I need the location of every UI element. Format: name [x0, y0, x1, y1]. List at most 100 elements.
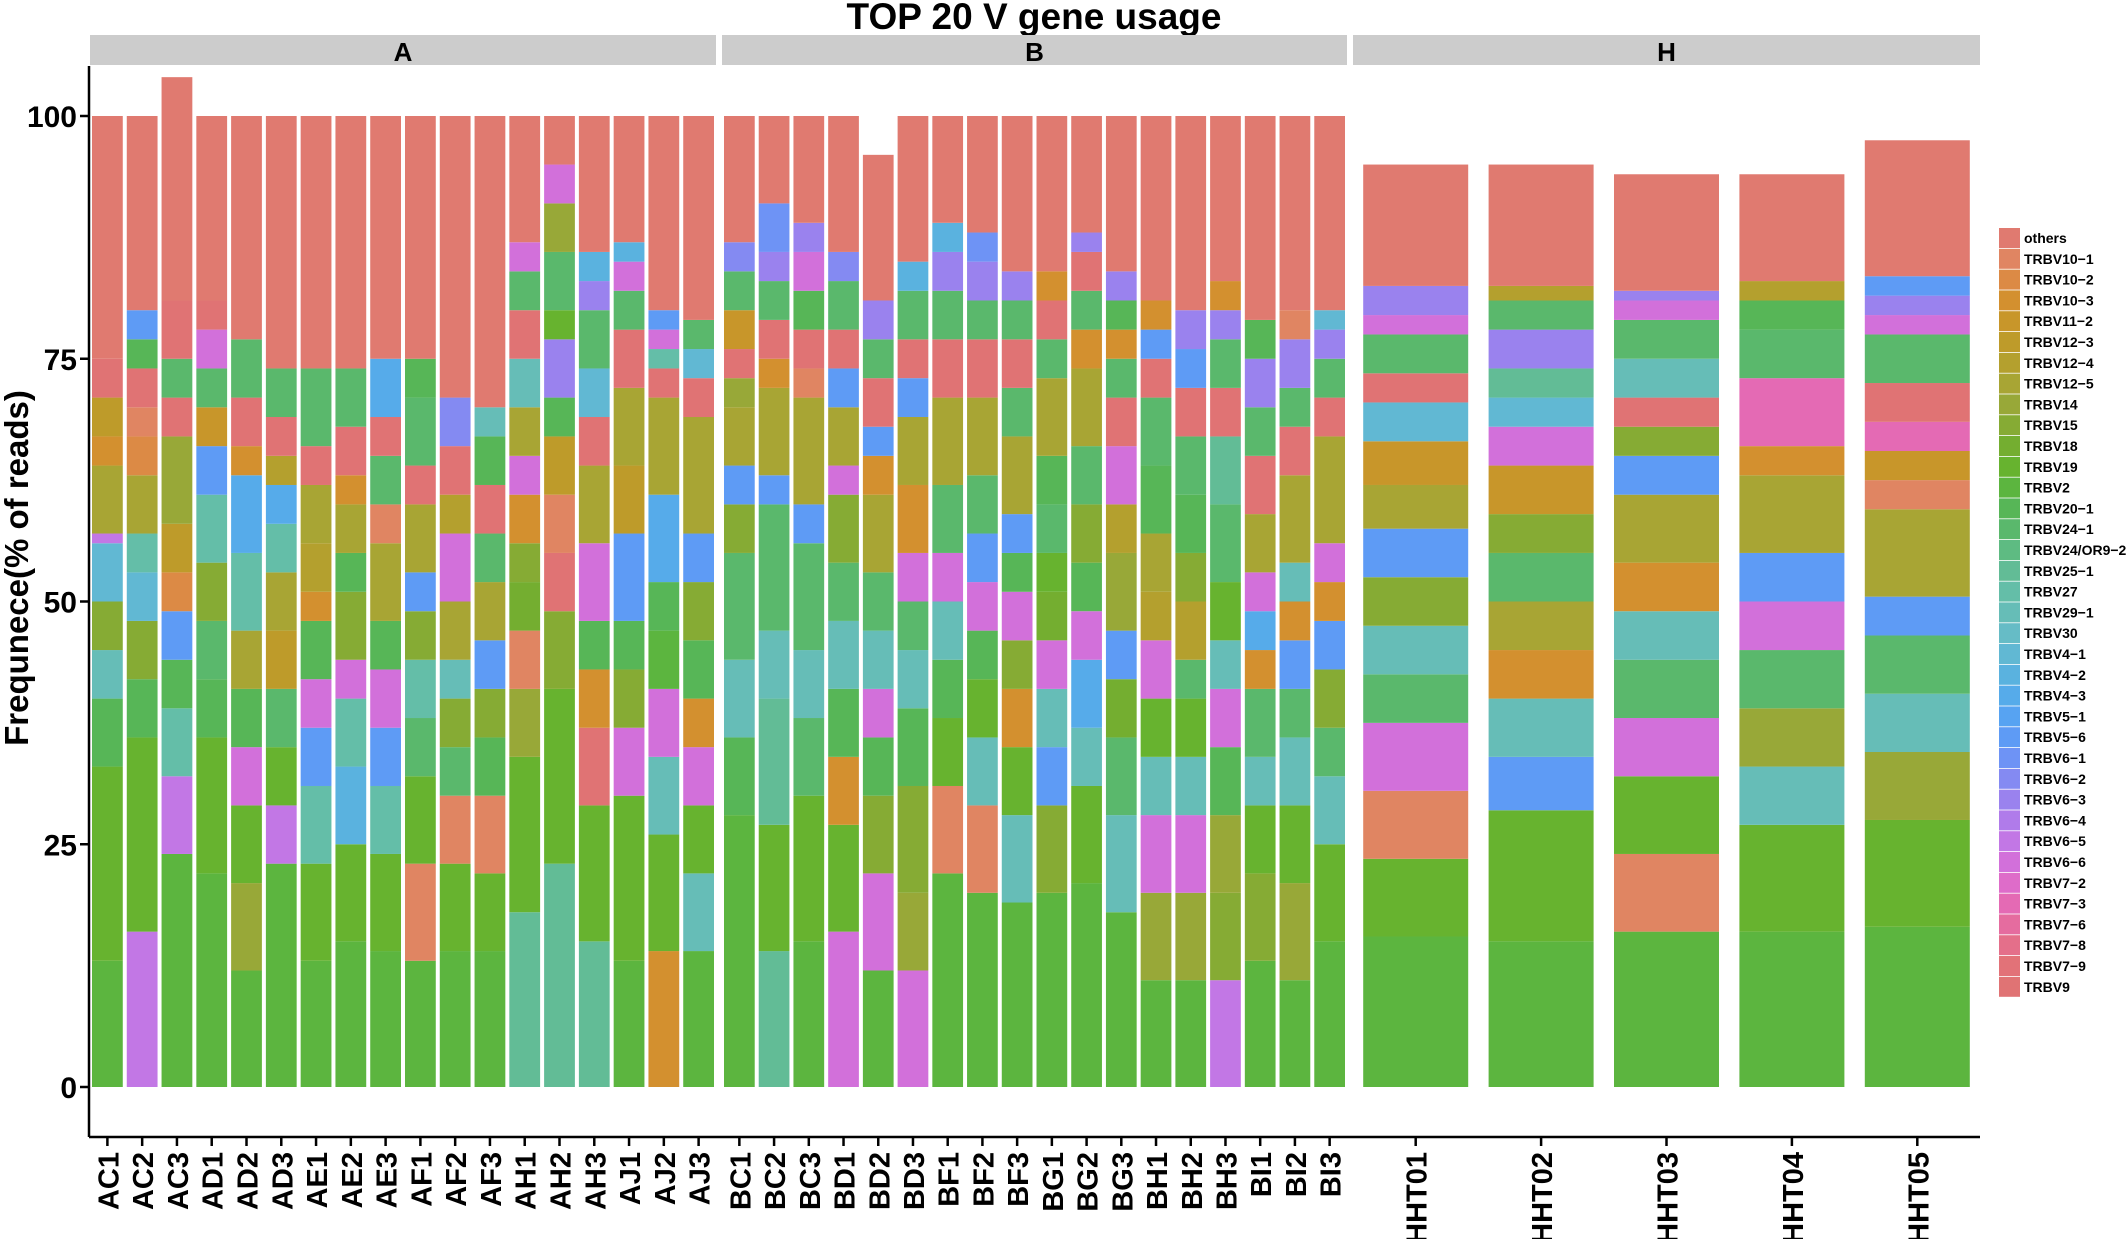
bar-segment	[474, 737, 506, 796]
bar-AC3	[161, 77, 193, 1087]
bar-segment	[648, 834, 680, 952]
bar-segment	[1279, 980, 1311, 1087]
bar-segment	[300, 960, 332, 1087]
bar-segment	[265, 688, 297, 748]
bar-HHT04	[1739, 174, 1845, 1087]
legend-item: TRBV4−3	[1999, 685, 2086, 706]
bar-segment	[1244, 407, 1276, 456]
bar-BG2	[1071, 116, 1102, 1087]
legend-swatch	[1999, 872, 2020, 893]
bar-HHT01	[1363, 164, 1469, 1087]
bar-segment	[335, 698, 367, 767]
bar-segment	[126, 339, 158, 369]
bar-segment	[1614, 718, 1719, 777]
bar-segment	[758, 358, 790, 388]
bar-segment	[92, 650, 123, 699]
bar-segment	[613, 533, 645, 621]
legend-swatch	[1999, 727, 2020, 748]
bar-segment	[1363, 528, 1469, 578]
bar-segment	[1739, 174, 1845, 282]
bar-segment	[648, 756, 680, 835]
x-tick-label: HHT03	[1653, 1152, 1685, 1239]
bar-segment	[1279, 475, 1311, 563]
bar-segment	[932, 601, 964, 660]
bar-segment	[439, 601, 471, 660]
bar-segment	[1739, 824, 1845, 932]
legend-swatch	[1999, 685, 2020, 706]
legend-item: TRBV10−2	[1999, 269, 2094, 290]
bar-segment	[1864, 693, 1970, 753]
bar-segment	[1864, 752, 1970, 820]
bar-segment	[474, 795, 506, 874]
bar-segment	[1279, 562, 1311, 602]
bar-segment	[897, 552, 929, 602]
bar-segment	[1363, 484, 1469, 529]
bar-BC1	[724, 116, 755, 1087]
bar-segment	[92, 116, 123, 359]
bar-segment	[161, 523, 193, 573]
bar-segment	[1614, 319, 1719, 359]
bar-AH1	[509, 116, 541, 1087]
bar-BF1	[932, 116, 964, 1087]
legend-item: TRBV30	[1999, 623, 2078, 644]
bar-AF3	[474, 116, 506, 1087]
bar-segment	[1314, 329, 1345, 359]
x-tick-label: AC2	[128, 1152, 160, 1210]
bar-segment	[1363, 577, 1469, 626]
bar-segment	[544, 164, 575, 204]
bar-BH1	[1140, 116, 1172, 1087]
bar-segment	[1175, 980, 1207, 1087]
bar-segment	[474, 873, 506, 952]
bar-segment	[544, 203, 575, 252]
bar-segment	[1140, 698, 1172, 757]
bar-segment	[967, 475, 998, 534]
bar-segment	[1105, 358, 1137, 398]
bar-segment	[1614, 853, 1719, 932]
bar-segment	[1071, 446, 1102, 505]
legend-label: TRBV12−5	[2024, 376, 2094, 392]
facet-strip-b	[722, 35, 1347, 65]
bar-segment	[196, 116, 228, 301]
bar-BI2	[1279, 116, 1311, 1087]
bar-segment	[300, 484, 332, 544]
bar-segment	[544, 863, 575, 1087]
legend-swatch	[1999, 789, 2020, 810]
bar-segment	[862, 630, 894, 689]
bar-segment	[828, 562, 859, 621]
bar-segment	[1363, 858, 1469, 937]
bar-segment	[967, 116, 998, 233]
legend-swatch	[1999, 269, 2020, 290]
bar-segment	[161, 659, 193, 709]
bar-segment	[1175, 756, 1207, 816]
bar-segment	[1001, 387, 1033, 437]
bar-AD1	[196, 116, 228, 1087]
x-tick-label: AJ3	[685, 1152, 717, 1205]
bar-segment	[1210, 504, 1241, 583]
bar-segment	[1279, 116, 1311, 311]
bar-segment	[231, 475, 262, 553]
bar-segment	[1614, 659, 1719, 719]
bar-segment	[1488, 300, 1594, 330]
bar-segment	[897, 417, 929, 485]
legend-label: TRBV7−9	[2024, 958, 2086, 974]
bar-segment	[1036, 747, 1068, 806]
legend-item: TRBV7−8	[1999, 935, 2086, 956]
bar-segment	[474, 436, 506, 485]
legend-swatch	[1999, 436, 2020, 456]
bar-segment	[1175, 698, 1207, 757]
legend-item: TRBV4−2	[1999, 664, 2086, 685]
legend-item: TRBV10−3	[1999, 290, 2094, 311]
bar-segment	[126, 533, 158, 573]
legend: others TRBV10−1 TRBV10−2 TRBV10−3 TRBV11−2 TR…	[1999, 228, 2127, 997]
x-tick-label: AJ1	[615, 1152, 647, 1205]
bar-segment	[92, 465, 123, 534]
bar-segment	[474, 688, 506, 738]
x-tick-label: AE2	[337, 1152, 369, 1208]
bar-segment	[862, 300, 894, 340]
bar-segment	[862, 339, 894, 379]
bar-segment	[1140, 815, 1172, 893]
bar-segment	[1071, 785, 1102, 884]
bar-segment	[1001, 436, 1033, 515]
bar-segment	[1363, 936, 1469, 1087]
bar-segment	[793, 397, 825, 505]
